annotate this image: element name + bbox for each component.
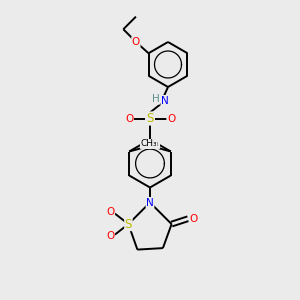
Text: O: O bbox=[106, 207, 115, 217]
Text: S: S bbox=[146, 112, 154, 125]
Text: H: H bbox=[152, 94, 160, 104]
Text: O: O bbox=[125, 113, 133, 124]
Text: O: O bbox=[167, 113, 175, 124]
Text: N: N bbox=[161, 95, 169, 106]
Text: CH₃: CH₃ bbox=[143, 140, 160, 148]
Text: CH₃: CH₃ bbox=[140, 140, 157, 148]
Text: O: O bbox=[189, 214, 197, 224]
Text: N: N bbox=[146, 197, 154, 208]
Text: O: O bbox=[132, 37, 140, 47]
Text: S: S bbox=[125, 218, 132, 231]
Text: O: O bbox=[106, 231, 115, 241]
